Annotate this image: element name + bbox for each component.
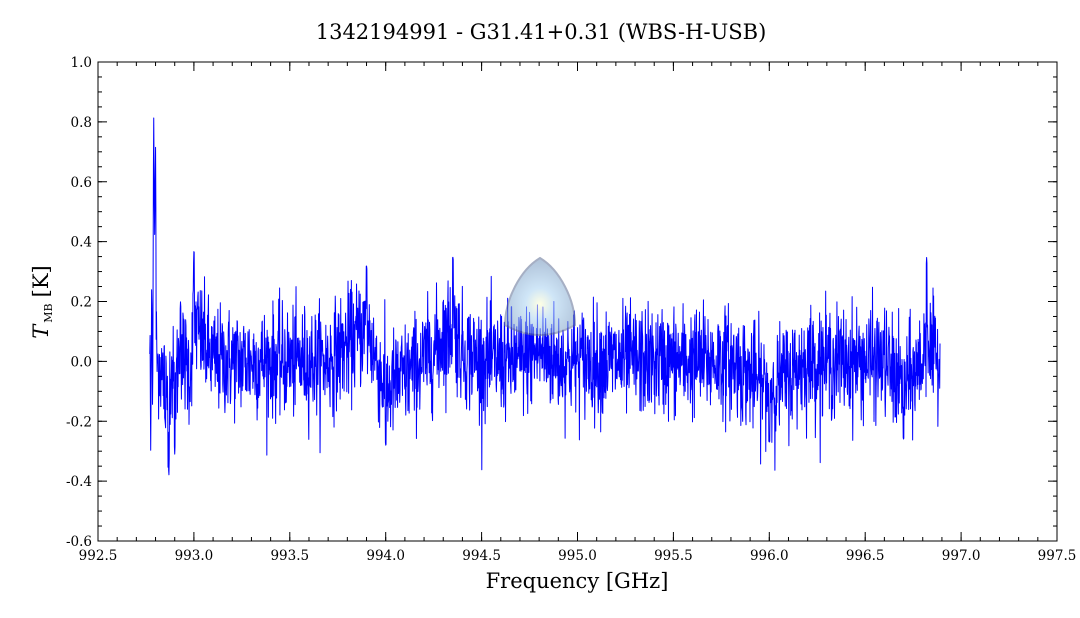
y-tick-label: 0.2 — [71, 295, 92, 311]
y-axis-unit: [K] — [29, 265, 53, 297]
chart-title: 1342194991 - G31.41+0.31 (WBS-H-USB) — [316, 20, 767, 44]
y-tick-label: -0.2 — [66, 414, 92, 430]
y-tick-label: 0.0 — [71, 354, 92, 370]
x-tick-label: 997.5 — [1038, 548, 1077, 564]
x-axis-label: Frequency [GHz] — [486, 569, 669, 593]
plot-area: 992.5 993.0 993.5 994.0 994.5 995.0 995.5 996.0… — [66, 55, 1076, 564]
axis-ticks: 992.5 993.0 993.5 994.0 994.5 995.0 995.5 996.0… — [66, 55, 1076, 564]
watermark-logo — [503, 256, 577, 336]
y-tick-label: 1.0 — [71, 55, 92, 71]
x-tick-label: 996.0 — [750, 548, 789, 564]
svg-text:TMB[K]: TMB [K] — [29, 265, 55, 338]
y-tick-label: -0.6 — [66, 534, 92, 550]
y-tick-label: 0.6 — [71, 175, 92, 191]
y-axis-label: TMB [K] — [29, 265, 55, 338]
x-tick-label: 993.0 — [175, 548, 214, 564]
y-tick-label: 0.4 — [71, 235, 92, 251]
y-tick-label: -0.4 — [66, 474, 92, 490]
x-tick-label: 993.5 — [270, 548, 309, 564]
plot-frame — [97, 61, 1058, 542]
x-tick-label: 995.5 — [654, 548, 693, 564]
x-tick-label: 995.0 — [558, 548, 597, 564]
x-tick-label: 992.5 — [79, 548, 118, 564]
x-tick-label: 996.5 — [846, 548, 885, 564]
x-tick-label: 994.0 — [366, 548, 405, 564]
y-tick-label: 0.8 — [71, 115, 92, 131]
spectrum-series-line — [149, 117, 941, 476]
y-axis-symbol: T — [29, 323, 53, 339]
x-tick-label: 997.0 — [942, 548, 981, 564]
x-tick-label: 994.5 — [462, 548, 501, 564]
y-axis-subscript: MB — [42, 303, 55, 322]
